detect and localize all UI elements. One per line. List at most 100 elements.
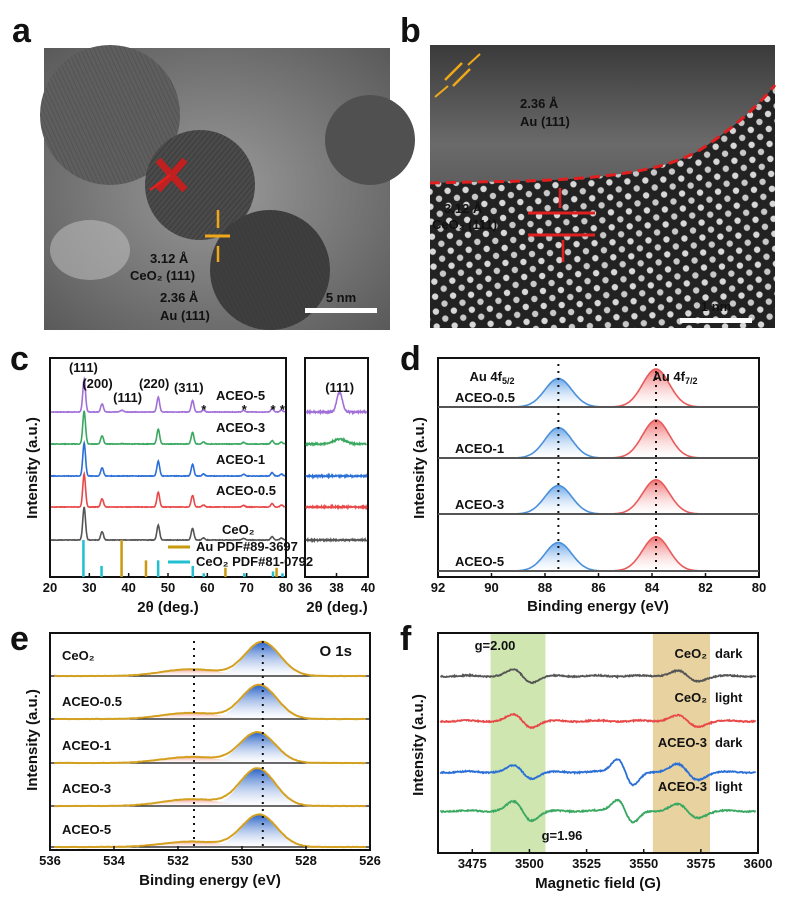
panel-label-f: f xyxy=(400,620,412,658)
x-tick-label: 3575 xyxy=(686,856,715,871)
d-spacing-label: 2.36 Å xyxy=(160,290,199,305)
x-axis-label: Magnetic field (G) xyxy=(535,875,661,892)
panel-label-d: d xyxy=(400,340,421,378)
x-tick-label: 530 xyxy=(231,853,253,868)
peak-label: (111) xyxy=(69,360,98,375)
d-spacing-label: 2.36 Å xyxy=(520,96,559,111)
x-axis-label: 2θ (deg.) xyxy=(137,599,198,616)
x-tick-label: 80 xyxy=(279,580,293,595)
x-tick-label: 3600 xyxy=(744,856,773,871)
x-tick-label: 20 xyxy=(43,580,57,595)
x-tick-label: 3525 xyxy=(572,856,601,871)
xps-peak-line xyxy=(613,368,699,408)
x-tick-label: 40 xyxy=(361,580,375,595)
xps-peak-line xyxy=(613,535,699,572)
series-condition-label: light xyxy=(715,690,743,705)
surface-oxygen-fill xyxy=(54,799,366,806)
g-value-label: g=2.00 xyxy=(475,638,516,653)
peak-label: (311) xyxy=(174,380,204,395)
peak-label: (220) xyxy=(139,376,169,391)
arrow-icon xyxy=(467,53,481,66)
scale-bar xyxy=(305,308,377,313)
ceo2-peak-star: * xyxy=(201,402,207,417)
x-axis-label: Binding energy (eV) xyxy=(139,872,281,889)
series-label: ACEO-3 xyxy=(455,497,504,512)
series-label: CeO₂ xyxy=(62,648,95,663)
g-value-label: g=1.96 xyxy=(542,828,583,843)
series-label: ACEO-1 xyxy=(455,441,504,456)
xrd-inset-series-line xyxy=(305,390,368,416)
xrd-inset-series-line xyxy=(305,472,368,480)
x-tick-label: 70 xyxy=(239,580,253,595)
series-condition-label: dark xyxy=(715,646,743,661)
peak-label: Au 4f7/2 xyxy=(652,369,697,386)
peak-label: (200) xyxy=(82,376,112,391)
xrd-series-line xyxy=(50,410,286,446)
series-label: ACEO-3 xyxy=(658,735,707,750)
series-label: ACEO-3 xyxy=(62,781,111,796)
series-label: CeO₂ xyxy=(674,646,707,661)
peak-fill xyxy=(515,485,602,514)
plane-label: Au (111) xyxy=(160,308,210,323)
xps-peak-line xyxy=(515,484,602,515)
scale-bar xyxy=(680,318,752,323)
x-axis-label: Binding energy (eV) xyxy=(527,598,669,615)
epr-frame xyxy=(437,632,759,854)
scale-bar-label: 5 nm xyxy=(326,290,356,305)
envelope-fit-line xyxy=(54,767,366,808)
d-spacing-label: 3.12 Å xyxy=(150,251,189,266)
y-axis-label: Intensity (a.u.) xyxy=(24,689,41,791)
x-tick-label: 536 xyxy=(39,853,61,868)
x-tick-label: 30 xyxy=(82,580,96,595)
series-label: ACEO-0.5 xyxy=(455,390,515,405)
epr-series-line xyxy=(439,712,756,730)
series-label: ACEO-1 xyxy=(62,738,111,753)
panel-label-a: a xyxy=(12,12,32,50)
ceo2-peak-star: * xyxy=(270,402,276,417)
ceo2-peak-star: * xyxy=(242,402,248,417)
x-tick-label: 60 xyxy=(200,580,214,595)
interface-dashed-line xyxy=(429,84,777,185)
series-label: ACEO-1 xyxy=(216,452,265,467)
envelope-fit-line xyxy=(54,683,366,721)
ceo2-peak-star: * xyxy=(280,402,286,417)
x-tick-label: 90 xyxy=(484,580,498,595)
surface-oxygen-fill xyxy=(54,669,366,676)
x-tick-label: 92 xyxy=(431,580,445,595)
lattice-oxygen-fill xyxy=(54,642,366,676)
x-tick-label: 40 xyxy=(121,580,135,595)
arrow-icon xyxy=(149,174,171,191)
series-label: ACEO-5 xyxy=(62,822,111,837)
g-value-band xyxy=(490,633,546,853)
legend-label: Au PDF#89-3697 xyxy=(196,539,298,554)
x-tick-label: 528 xyxy=(295,853,317,868)
xrd-inset-series-line xyxy=(305,436,367,447)
envelope-fit-line xyxy=(54,640,366,678)
x-tick-label: 50 xyxy=(161,580,175,595)
series-label: ACEO-0.5 xyxy=(62,694,122,709)
envelope-fit-line xyxy=(54,813,366,849)
epr-series-line xyxy=(439,758,756,787)
y-axis-label: Intensity (a.u.) xyxy=(24,417,41,519)
x-tick-label: 532 xyxy=(167,853,189,868)
x-tick-label: 88 xyxy=(538,580,552,595)
peak-label-subscript: 5/2 xyxy=(502,376,515,386)
series-label: ACEO-3 xyxy=(216,420,265,435)
x-tick-label: 82 xyxy=(698,580,712,595)
xrd-series-line xyxy=(50,506,285,542)
x-tick-label: 86 xyxy=(591,580,605,595)
xrd-series-line xyxy=(50,440,286,478)
envelope-fit-line xyxy=(54,730,366,765)
x-tick-label: 84 xyxy=(645,580,660,595)
x-tick-label: 3500 xyxy=(515,856,544,871)
series-label: ACEO-5 xyxy=(216,388,265,403)
x-tick-label: 534 xyxy=(103,853,125,868)
peak-label: (111) xyxy=(325,380,354,395)
surface-oxygen-fill xyxy=(54,756,366,763)
x-tick-label: 3550 xyxy=(629,856,658,871)
plane-label: CeO₂ (111) xyxy=(130,268,195,283)
scale-bar-label: 1 nm xyxy=(701,299,731,314)
plane-label: CeO₂ (111) xyxy=(432,217,497,232)
panel-label-c: c xyxy=(10,340,29,378)
plane-label: Au (111) xyxy=(520,114,570,129)
